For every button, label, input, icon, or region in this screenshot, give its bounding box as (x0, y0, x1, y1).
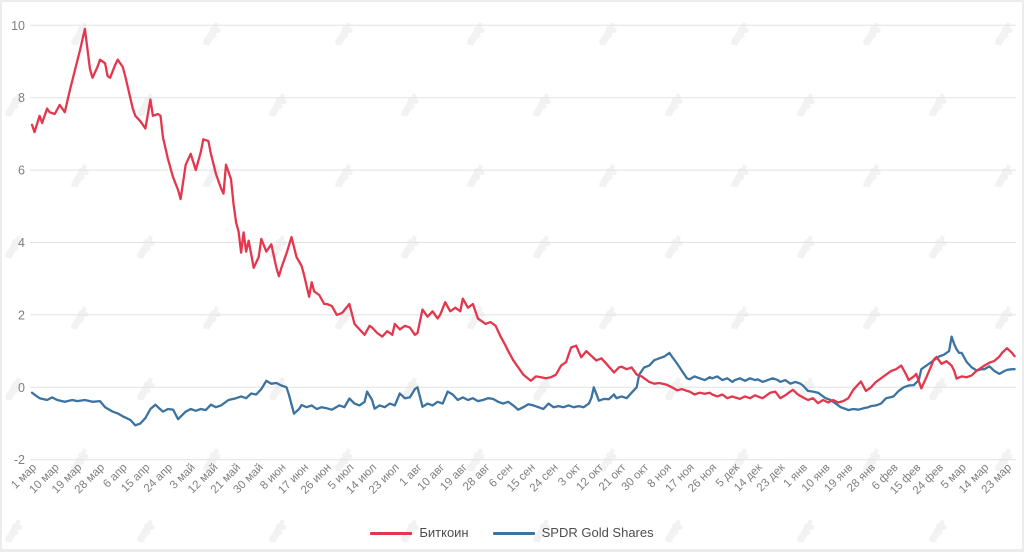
svg-text:-2: -2 (14, 453, 25, 467)
legend-label-bitcoin: Биткоин (419, 525, 469, 540)
legend: Биткоин SPDR Gold Shares (2, 525, 1022, 541)
svg-text:30 окт: 30 окт (620, 461, 652, 493)
legend-item-spdr-gold: SPDR Gold Shares (492, 525, 654, 541)
legend-item-bitcoin: Биткоин (370, 525, 469, 541)
svg-text:8: 8 (18, 91, 25, 105)
svg-text:10: 10 (11, 19, 25, 33)
svg-text:2: 2 (18, 308, 25, 322)
spdr-gold-line-swatch (492, 531, 535, 535)
svg-text:6: 6 (18, 164, 25, 178)
svg-text:4: 4 (18, 236, 25, 250)
legend-label-spdr-gold: SPDR Gold Shares (541, 525, 654, 540)
svg-text:0: 0 (18, 381, 25, 395)
bitcoin-line-swatch (370, 531, 413, 535)
